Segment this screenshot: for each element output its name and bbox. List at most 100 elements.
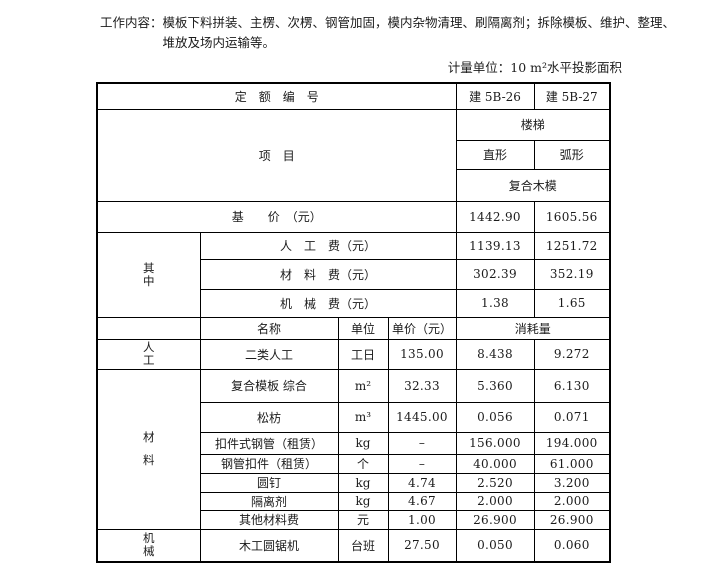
row-material-item: 材 料 复合模板 综合 m² 32.33 5.360 6.130 [96, 368, 611, 530]
category-labor-label: 人 工 [98, 340, 199, 367]
item-name: 圆钉 [199, 472, 339, 493]
row-labor-item: 人 工 二类人工 工日 135.00 8.438 9.272 [96, 338, 611, 370]
among-which-label: 其 中 [98, 260, 199, 288]
base-price-label: 基 价 （元） [96, 200, 457, 233]
material-fee-v1: 302.39 [455, 258, 535, 290]
quota-table: 定 额 编 号 建 5B-26 建 5B-27 项 目 楼梯 直形 弧形 复合木… [96, 82, 611, 563]
labor-char-2: 工 [143, 353, 155, 367]
project-group: 楼梯 [455, 108, 611, 141]
among-char-1: 其 [143, 260, 155, 275]
machine-char-2: 械 [143, 544, 155, 559]
quota-code-label: 定 额 编 号 [96, 82, 457, 110]
item-c2: 0.071 [533, 401, 611, 433]
item-c1: 5.360 [455, 368, 535, 403]
item-c2: 6.130 [533, 368, 611, 403]
category-machine-cell: 机 械 [96, 528, 201, 563]
category-machine-label: 机 械 [98, 531, 199, 559]
item-c1: 156.000 [455, 431, 535, 455]
item-price: 1.00 [387, 509, 457, 530]
work-content-label: 工作内容： [100, 15, 163, 30]
item-name: 木工圆锯机 [199, 528, 339, 563]
labor-fee-label: 人 工 费（元） [199, 231, 457, 260]
labor-fee-v1: 1139.13 [455, 231, 535, 260]
work-content-line2: 堆放及场内运输等。 [162, 35, 276, 50]
category-material-label: 材 料 [98, 430, 199, 467]
project-shape-1: 直形 [455, 139, 535, 170]
labor-char-1: 人 [143, 340, 155, 354]
item-c2: 3.200 [533, 472, 611, 493]
item-c2: 0.060 [533, 528, 611, 563]
item-name: 二类人工 [199, 338, 339, 370]
item-price: – [387, 431, 457, 455]
detail-header-unit: 单位 [337, 316, 389, 340]
item-unit: kg [337, 491, 389, 511]
item-c2: 194.000 [533, 431, 611, 455]
measure-unit-note: 计量单位：10 m²水平投影面积 [447, 60, 622, 75]
item-price: 1445.00 [387, 401, 457, 433]
item-name: 复合模板 综合 [199, 368, 339, 403]
machine-fee-v2: 1.65 [533, 288, 611, 318]
item-price: 32.33 [387, 368, 457, 403]
machine-fee-v1: 1.38 [455, 288, 535, 318]
row-machine-fee: 机 械 费（元） 1.38 1.65 [97, 288, 611, 318]
row-material-fee: 材 料 费（元） 302.39 352.19 [97, 258, 611, 290]
row-material-item: 松枋 m³ 1445.00 0.056 0.071 [97, 401, 611, 433]
among-which-cell: 其 中 [96, 231, 201, 318]
row-project-group: 项 目 楼梯 [96, 108, 611, 202]
detail-header-spacer [96, 316, 201, 340]
item-name: 其他材料费 [199, 509, 339, 530]
item-c2: 26.900 [533, 509, 611, 530]
material-fee-label: 材 料 费（元） [199, 258, 457, 290]
row-project-shapes: 直形 弧形 [97, 139, 611, 170]
material-char-1: 材 [143, 430, 155, 444]
item-c1: 26.900 [455, 509, 535, 530]
row-material-item: 其他材料费 元 1.00 26.900 26.900 [97, 509, 611, 530]
item-c1: 8.438 [455, 338, 535, 370]
row-material-item: 扣件式钢管（租赁） kg – 156.000 194.000 [97, 431, 611, 455]
detail-header-price: 单价（元） [387, 316, 457, 340]
item-c2: 61.000 [533, 453, 611, 474]
item-price: – [387, 453, 457, 474]
row-machine-item: 机 械 木工圆锯机 台班 27.50 0.050 0.060 [96, 528, 611, 563]
item-c2: 9.272 [533, 338, 611, 370]
base-price-v1: 1442.90 [455, 200, 535, 233]
detail-header-consumption: 消耗量 [455, 316, 611, 340]
item-unit: m³ [337, 401, 389, 433]
labor-fee-v2: 1251.72 [533, 231, 611, 260]
machine-char-1: 机 [143, 531, 155, 546]
work-content: 工作内容： 模板下料拼装、主楞、次楞、钢管加固，模内杂物清理、刷隔离剂；拆除模板… [100, 13, 675, 53]
row-detail-header: 名称 单位 单价（元） 消耗量 [96, 316, 611, 340]
row-labor-fee: 其 中 人 工 费（元） 1139.13 1251.72 [96, 231, 611, 318]
row-base-price: 基 价 （元） 1442.90 1605.56 [96, 200, 611, 233]
item-c2: 2.000 [533, 491, 611, 511]
category-labor-cell: 人 工 [96, 338, 201, 370]
item-c1: 2.000 [455, 491, 535, 511]
item-c1: 2.520 [455, 472, 535, 493]
project-label: 项 目 [96, 108, 457, 202]
quota-code-2: 建 5B-27 [533, 82, 611, 110]
item-unit: 工日 [337, 338, 389, 370]
item-c1: 0.056 [455, 401, 535, 433]
base-price-v2: 1605.56 [533, 200, 611, 233]
row-material-item: 钢管扣件（租赁） 个 – 40.000 61.000 [97, 453, 611, 474]
work-content-text: 模板下料拼装、主楞、次楞、钢管加固，模内杂物清理、刷隔离剂；拆除模板、维护、整理… [163, 13, 676, 53]
item-unit: 元 [337, 509, 389, 530]
item-unit: 台班 [337, 528, 389, 563]
item-price: 27.50 [387, 528, 457, 563]
row-quota-code: 定 额 编 号 建 5B-26 建 5B-27 [96, 82, 611, 110]
among-char-2: 中 [143, 273, 155, 288]
machine-fee-label: 机 械 费（元） [199, 288, 457, 318]
project-shape-2: 弧形 [533, 139, 611, 170]
category-material-cell: 材 料 [96, 368, 201, 530]
item-price: 4.74 [387, 472, 457, 493]
item-name: 隔离剂 [199, 491, 339, 511]
item-unit: kg [337, 431, 389, 455]
item-unit: kg [337, 472, 389, 493]
material-fee-v2: 352.19 [533, 258, 611, 290]
work-content-line1: 模板下料拼装、主楞、次楞、钢管加固，模内杂物清理、刷隔离剂；拆除模板、维护、整理… [162, 15, 676, 30]
project-mold: 复合木模 [455, 168, 611, 202]
item-price: 135.00 [387, 338, 457, 370]
item-name: 钢管扣件（租赁） [199, 453, 339, 474]
item-unit: 个 [337, 453, 389, 474]
